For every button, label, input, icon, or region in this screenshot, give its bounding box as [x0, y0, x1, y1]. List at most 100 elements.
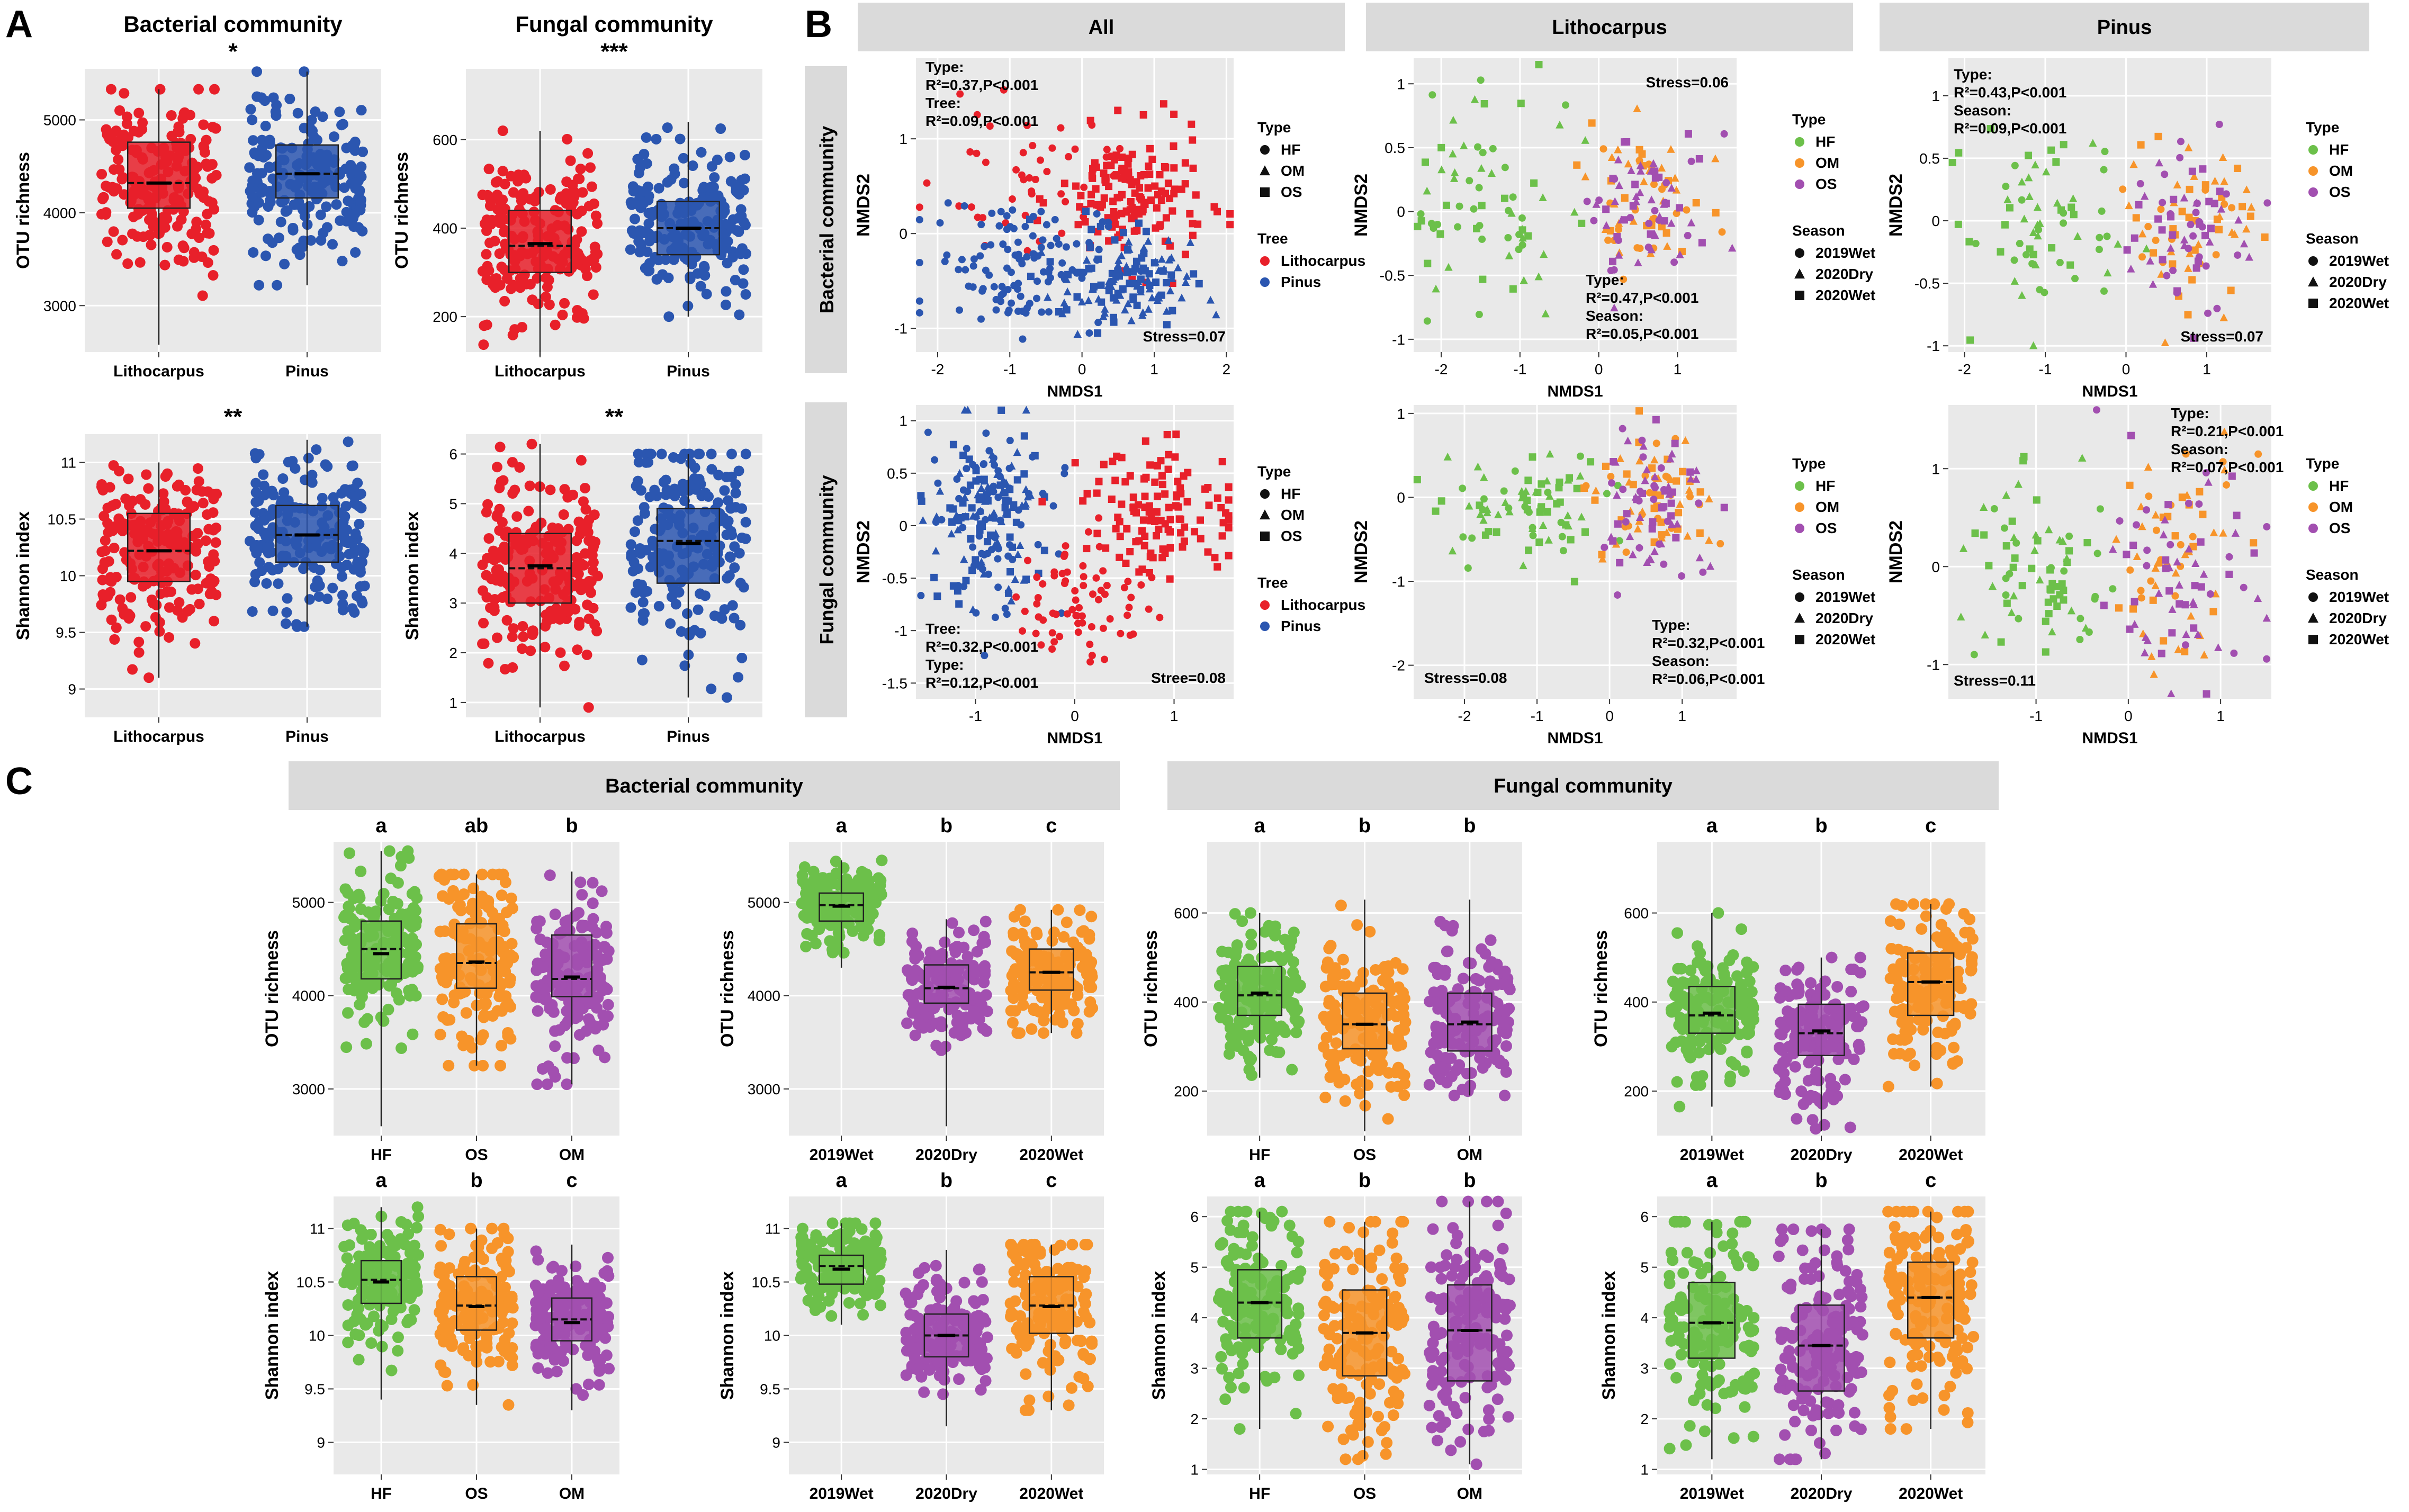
data-point — [1031, 452, 1039, 460]
data-point — [1085, 911, 1098, 923]
data-point — [2058, 580, 2066, 588]
data-point — [923, 179, 931, 187]
data-point — [1638, 436, 1646, 444]
data-point — [254, 516, 265, 527]
data-point — [946, 504, 954, 512]
data-point — [1329, 962, 1341, 974]
data-point — [706, 448, 717, 460]
data-point — [915, 203, 923, 211]
data-point — [1082, 208, 1090, 215]
data-point — [1095, 514, 1103, 522]
data-point — [174, 597, 185, 608]
data-point — [141, 469, 152, 480]
data-point — [1385, 1081, 1397, 1093]
data-point — [1146, 461, 1154, 469]
data-point — [557, 309, 568, 320]
data-point — [996, 472, 1004, 480]
data-point — [924, 428, 932, 436]
tick-label-x: 0 — [1078, 361, 1086, 377]
data-point — [1619, 425, 1626, 433]
axis-label-y: Shannon index — [402, 511, 423, 641]
data-point — [482, 895, 495, 907]
data-point — [2213, 304, 2221, 312]
data-point — [569, 186, 580, 197]
data-point — [721, 471, 732, 482]
data-point — [107, 182, 118, 193]
data-point — [1132, 178, 1140, 186]
data-point — [705, 182, 716, 193]
data-point — [2178, 208, 2186, 215]
data-point — [2011, 554, 2019, 562]
strip-background — [289, 761, 1120, 810]
data-point — [1215, 1011, 1227, 1023]
data-point — [1123, 525, 1131, 533]
data-point — [740, 448, 751, 460]
data-point — [2083, 538, 2091, 546]
data-point — [1088, 652, 1096, 660]
data-point — [1162, 164, 1170, 172]
data-point — [382, 1003, 394, 1015]
data-point — [1972, 240, 1980, 248]
data-point — [1141, 492, 1149, 500]
data-point — [982, 429, 990, 437]
data-point — [2261, 233, 2269, 241]
facet-strip: All — [858, 3, 1345, 51]
axis-label-x: NMDS1 — [2082, 383, 2137, 400]
data-point — [969, 262, 977, 270]
data-point — [1331, 1069, 1343, 1081]
data-point — [955, 266, 963, 274]
data-point — [1712, 209, 1720, 217]
data-point — [2178, 493, 2186, 501]
data-point — [2126, 481, 2134, 489]
data-point — [1167, 271, 1175, 279]
data-point — [734, 547, 745, 559]
data-point — [1567, 536, 1575, 544]
data-point — [1517, 100, 1525, 107]
data-point — [104, 133, 115, 145]
data-point — [2093, 550, 2101, 557]
data-point — [1009, 543, 1017, 551]
data-point — [206, 159, 218, 170]
data-point — [2168, 629, 2176, 637]
data-point — [1139, 111, 1147, 119]
data-point — [1085, 956, 1098, 968]
data-point — [1021, 607, 1029, 615]
data-point — [1158, 472, 1166, 480]
data-point — [1480, 100, 1488, 108]
data-point — [1004, 589, 1012, 597]
data-point — [354, 518, 365, 529]
data-point — [740, 533, 751, 544]
annotation-text: Type: — [2171, 405, 2209, 421]
data-point — [1017, 990, 1029, 1002]
significance-stars: * — [228, 39, 238, 65]
tick-label-x: 0 — [1605, 708, 1614, 724]
data-point — [1615, 226, 1623, 233]
data-point — [1058, 570, 1066, 578]
data-point — [2230, 649, 2238, 657]
box — [508, 210, 572, 273]
tick-label-y: 3000 — [748, 1081, 780, 1097]
data-point — [2008, 517, 2016, 525]
data-point — [917, 591, 925, 599]
data-point — [1558, 533, 1566, 541]
tick-label-y: -1 — [894, 320, 907, 337]
data-point — [484, 237, 496, 248]
data-point — [2227, 286, 2235, 294]
tick-label-y: 0 — [1397, 204, 1405, 220]
tick-label-y: 1 — [899, 131, 907, 147]
data-point — [1245, 939, 1257, 951]
data-point — [1087, 264, 1095, 272]
data-point — [665, 618, 676, 629]
data-point — [1159, 267, 1167, 275]
data-point — [1177, 490, 1185, 498]
data-point — [1511, 467, 1519, 475]
annotation-text: Tree: — [925, 95, 961, 111]
data-point — [2022, 251, 2030, 259]
data-point — [1417, 210, 1425, 218]
facet-strip: Fungal community — [1167, 761, 1999, 810]
data-point — [1970, 651, 1978, 659]
data-point — [2186, 185, 2194, 193]
data-point — [804, 886, 816, 898]
data-point — [1175, 515, 1183, 523]
data-point — [1639, 453, 1647, 461]
